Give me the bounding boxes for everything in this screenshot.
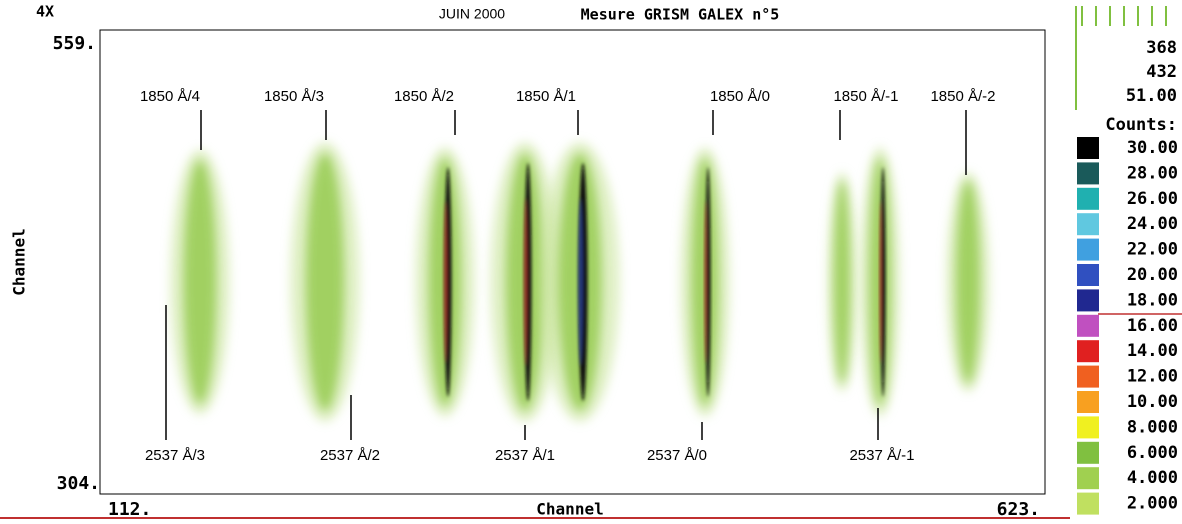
- y-label: Channel: [10, 228, 29, 295]
- level-label: 10.00: [1127, 392, 1178, 412]
- spectra: [170, 142, 990, 422]
- color-swatch: [1077, 492, 1099, 515]
- level-label: 20.00: [1127, 265, 1178, 285]
- spectrum-core-color: [578, 198, 584, 366]
- color-swatch: [1077, 340, 1099, 363]
- spectrum-body: [833, 180, 851, 384]
- color-swatch: [1077, 314, 1099, 337]
- color-swatch: [1077, 137, 1099, 159]
- order-label: 1850 Å/-2: [930, 88, 995, 105]
- order-label: 1850 Å/4: [140, 88, 200, 105]
- x-left: 112.: [108, 499, 151, 520]
- color-swatch: [1077, 213, 1099, 236]
- level-label: 26.00: [1127, 189, 1178, 209]
- level-label: 4.000: [1127, 468, 1178, 488]
- order-label: 2537 Å/1: [495, 447, 555, 464]
- x-label: Channel: [536, 500, 603, 519]
- level-label: 18.00: [1127, 290, 1178, 310]
- spectrum-core-color: [523, 198, 529, 366]
- date: JUIN 2000: [439, 6, 505, 22]
- order-label: 2537 Å/3: [145, 447, 205, 464]
- color-swatch: [1077, 467, 1099, 490]
- spectrum-body: [955, 180, 981, 384]
- scale-value: 51.00: [1126, 86, 1177, 106]
- colorbar-label: Counts:: [1105, 115, 1177, 135]
- order-label: 1850 Å/0: [710, 88, 770, 105]
- spectrum-core-color: [443, 201, 449, 363]
- order-label: 1850 Å/1: [516, 88, 576, 105]
- order-label: 1850 Å/3: [264, 88, 324, 105]
- color-swatch: [1077, 162, 1099, 185]
- title: Mesure GRISM GALEX n°5: [581, 6, 780, 24]
- scale-value: 368: [1146, 38, 1177, 58]
- color-swatch: [1077, 289, 1099, 312]
- level-label: 14.00: [1127, 341, 1178, 361]
- level-label: 28.00: [1127, 163, 1178, 183]
- y-bottom: 304.: [57, 473, 100, 494]
- y-top: 559.: [53, 33, 96, 54]
- color-swatch: [1077, 441, 1099, 464]
- level-label: 8.000: [1127, 417, 1178, 437]
- spectrum-body: [183, 160, 217, 404]
- spectrum-body: [305, 153, 345, 411]
- spectrum-core-color: [879, 201, 883, 363]
- level-label: 12.00: [1127, 367, 1178, 387]
- order-label: 2537 Å/2: [320, 447, 380, 464]
- level-label: 24.00: [1127, 214, 1178, 234]
- order-label: 2537 Å/0: [647, 447, 707, 464]
- level-label: 6.000: [1127, 443, 1178, 463]
- level-label: 22.00: [1127, 240, 1178, 260]
- order-label: 1850 Å/-1: [833, 88, 898, 105]
- zoom: 4X: [36, 3, 54, 21]
- order-label: 1850 Å/2: [394, 88, 454, 105]
- x-right: 623.: [997, 499, 1040, 520]
- color-swatch: [1077, 365, 1099, 388]
- color-swatch: [1077, 391, 1099, 413]
- level-label: 2.000: [1127, 494, 1178, 514]
- spectrum-core-color: [704, 201, 708, 363]
- scale-value: 432: [1146, 62, 1177, 82]
- color-swatch: [1077, 416, 1099, 439]
- level-label: 16.00: [1127, 316, 1178, 336]
- color-swatch: [1077, 264, 1099, 286]
- color-swatch: [1077, 238, 1099, 261]
- color-swatch: [1077, 187, 1099, 210]
- level-label: 30.00: [1127, 138, 1178, 158]
- order-label: 2537 Å/-1: [849, 447, 914, 464]
